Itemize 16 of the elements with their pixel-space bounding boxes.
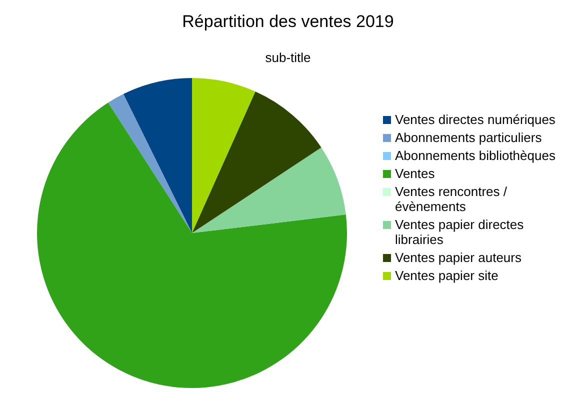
pie-slice: [192, 78, 256, 233]
legend-label: Ventes directes numériques: [395, 112, 556, 127]
pie-slice: [108, 94, 192, 233]
chart-subtitle: sub-title: [264, 50, 312, 65]
pie-slice: [37, 102, 347, 388]
legend-label: Abonnements bibliothèques: [395, 148, 556, 163]
legend-label: Ventes rencontres / évènements: [395, 184, 508, 214]
legend-label: Ventes papier site: [395, 268, 500, 283]
legend-label: Abonnements particuliers: [395, 130, 543, 145]
pie-slice: [123, 78, 192, 233]
pie-slice: [192, 147, 346, 233]
legend-label: Ventes papier directes librairies: [395, 217, 525, 247]
legend-label: Ventes papier auteurs: [395, 250, 522, 265]
pie-slice: [192, 92, 322, 233]
chart-title: Répartition des ventes 2019: [181, 12, 395, 32]
legend-label: Ventes: [395, 166, 436, 181]
